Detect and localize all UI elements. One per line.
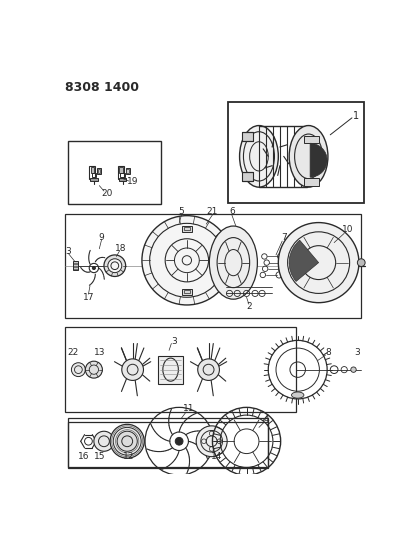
Ellipse shape (239, 126, 278, 187)
Bar (65, 327, 295, 412)
Circle shape (104, 255, 125, 277)
Circle shape (196, 426, 227, 457)
Ellipse shape (288, 126, 327, 187)
Bar (120, 173, 125, 177)
Bar (241, 172, 252, 181)
Text: 17: 17 (83, 293, 94, 302)
Bar (97, 168, 101, 174)
Bar (68, 422, 267, 467)
Text: 8: 8 (325, 348, 331, 357)
Text: 5: 5 (178, 207, 184, 216)
Text: 21: 21 (206, 207, 218, 216)
Text: 9: 9 (99, 233, 104, 241)
Bar (118, 166, 124, 180)
Text: 4: 4 (263, 415, 269, 424)
Circle shape (142, 216, 231, 305)
Text: 12: 12 (123, 452, 134, 461)
Circle shape (110, 424, 144, 458)
Circle shape (175, 438, 182, 445)
Bar (68, 418, 267, 468)
Circle shape (350, 367, 355, 373)
Bar (125, 168, 129, 174)
Text: 2: 2 (245, 302, 251, 311)
Bar (65, 214, 360, 318)
Circle shape (117, 431, 137, 451)
Text: 16: 16 (78, 452, 89, 461)
Ellipse shape (209, 226, 257, 299)
Text: 3: 3 (354, 348, 360, 357)
Circle shape (94, 431, 114, 451)
Circle shape (108, 259, 121, 273)
Text: 20: 20 (101, 189, 112, 198)
Bar (227, 102, 363, 203)
Circle shape (92, 266, 95, 270)
Bar (90, 178, 97, 181)
Bar (68, 141, 161, 204)
Wedge shape (309, 143, 326, 177)
Bar (90, 167, 94, 173)
Bar (183, 227, 189, 230)
Text: 3: 3 (171, 337, 176, 346)
Text: 10: 10 (341, 225, 352, 234)
Bar (241, 132, 252, 141)
Bar (182, 289, 191, 295)
Text: 13: 13 (93, 348, 105, 357)
Text: 11: 11 (183, 405, 194, 414)
Text: 1: 1 (352, 110, 358, 120)
Text: 7: 7 (280, 233, 286, 243)
Bar (126, 169, 128, 173)
Bar (158, 356, 182, 384)
Wedge shape (288, 240, 318, 281)
Text: 8308 1400: 8308 1400 (65, 81, 139, 94)
Circle shape (197, 359, 219, 381)
Bar (97, 169, 100, 173)
Text: 22: 22 (67, 348, 79, 357)
Bar (118, 178, 126, 181)
Bar (119, 167, 122, 173)
Text: 14: 14 (211, 452, 222, 461)
Circle shape (357, 259, 364, 266)
Circle shape (85, 361, 102, 378)
Bar (89, 166, 95, 180)
Ellipse shape (291, 392, 303, 398)
Bar (183, 290, 189, 294)
Circle shape (121, 359, 143, 381)
Bar (303, 178, 319, 185)
Text: 19: 19 (126, 176, 138, 185)
Bar (91, 173, 96, 177)
Bar (73, 261, 77, 270)
Text: 18: 18 (115, 244, 126, 253)
Bar (182, 225, 191, 232)
Text: 3: 3 (65, 247, 71, 255)
Bar (303, 135, 319, 143)
Circle shape (278, 223, 358, 303)
Circle shape (71, 363, 85, 377)
Text: 6: 6 (228, 207, 234, 216)
Text: 15: 15 (94, 452, 106, 461)
